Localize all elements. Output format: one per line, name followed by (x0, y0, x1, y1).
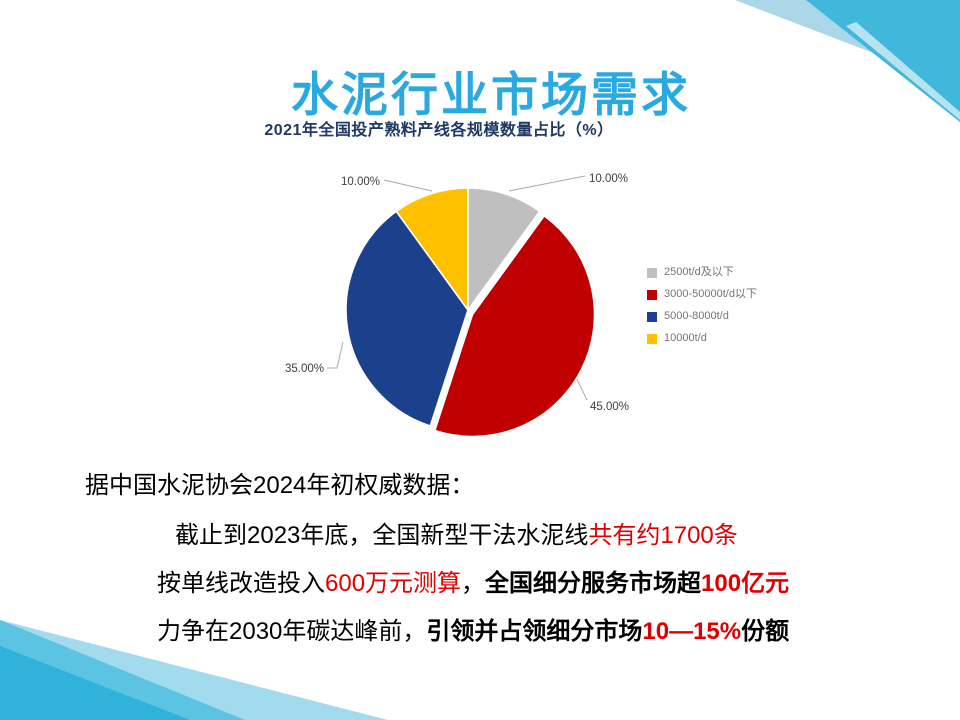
leader-line-blue (327, 341, 344, 369)
pie-slice-5000-8000td (345, 210, 469, 428)
legend-swatch-yellow-icon (647, 333, 657, 344)
body-segment: 截止到2023年底，全国新型干法水泥线 (175, 522, 589, 549)
page-title: 水泥行业市场需求 (291, 68, 691, 121)
body-segment: 份额 (741, 618, 790, 645)
legend-item-3000-50000td: 3000-50000t/d以下 (647, 288, 757, 301)
legend-swatch-blue-icon (647, 311, 657, 322)
body-line-3: 按单线改造投入600万元测算，全国细分服务市场超100亿元 (157, 570, 789, 598)
body-segment: 按单线改造投入 (157, 570, 325, 597)
leader-line-yellow (383, 179, 433, 192)
body-line-1: 据中国水泥协会2024年初权威数据： (85, 472, 474, 500)
chart-legend: 2500t/d及以下 3000-50000t/d以下 5000-8000t/d … (647, 266, 757, 345)
legend-label: 3000-50000t/d以下 (664, 288, 757, 300)
legend-item-2500td: 2500t/d及以下 (647, 266, 757, 279)
legend-label: 10000t/d (664, 332, 707, 344)
legend-label: 5000-8000t/d (664, 310, 729, 322)
body-segment: 引领并占领细分市场 (426, 618, 643, 645)
body-segment: 据中国水泥协会2024年初权威数据： (85, 472, 475, 499)
legend-item-5000-8000td: 5000-8000t/d (647, 310, 757, 323)
body-segment: ， (461, 570, 486, 597)
chart-title: 2021年全国投产熟料产线各规模数量占比（%） (264, 122, 614, 139)
body-line-4: 力争在2030年碳达峰前，引领并占领细分市场10—15%份额 (157, 618, 789, 646)
legend-label: 2500t/d及以下 (664, 266, 734, 278)
legend-item-10000td: 10000t/d (647, 332, 757, 345)
pie-label-gray: 10.00% (589, 173, 628, 185)
body-segment-highlight: 10—15% (642, 618, 742, 645)
legend-swatch-red-icon (647, 289, 657, 300)
pie-slice-2500td (467, 187, 541, 313)
body-segment-highlight: 100亿元 (701, 570, 790, 597)
pie-label-red: 45.00% (590, 401, 629, 413)
pie-slice-3000-50000td (433, 214, 596, 438)
leader-line-gray (508, 175, 586, 192)
pie-slice-10000td (395, 187, 469, 313)
pie-label-yellow: 10.00% (341, 176, 380, 188)
body-line-2: 截止到2023年底，全国新型干法水泥线共有约1700条 (175, 522, 738, 550)
body-segment-highlight: 共有约1700条 (588, 522, 738, 549)
body-segment: 力争在2030年碳达峰前， (157, 618, 427, 645)
pie-chart: 10.00% 10.00% 35.00% 45.00% (285, 173, 629, 438)
legend-swatch-gray-icon (647, 267, 657, 278)
pie-label-blue: 35.00% (285, 363, 324, 375)
body-segment: 全国细分服务市场超 (485, 570, 702, 597)
body-segment-highlight: 600万元测算 (325, 570, 462, 597)
